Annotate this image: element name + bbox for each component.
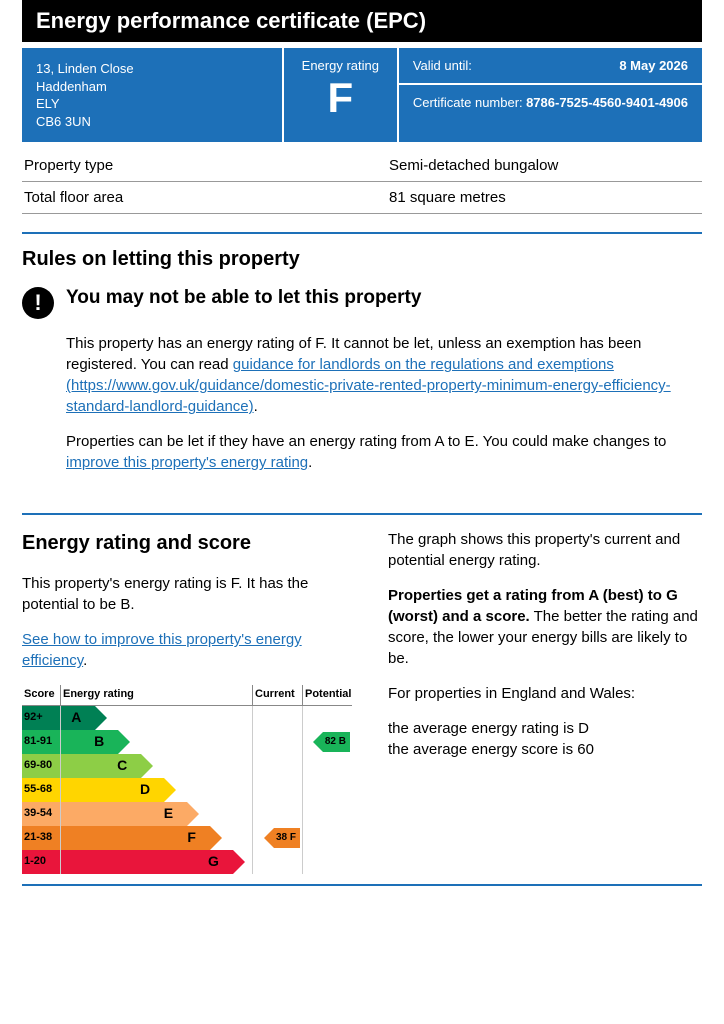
right-column: The graph shows this property's current … bbox=[388, 529, 702, 873]
section-divider bbox=[22, 884, 702, 886]
col-potential: Potential bbox=[302, 685, 352, 704]
band-current-cell bbox=[252, 802, 302, 826]
chart-body: 92+A81-91B82 B69-80C55-68D39-54E21-38F38… bbox=[22, 706, 352, 874]
chart-band-row: 39-54E bbox=[22, 802, 352, 826]
band-range: 69-80 bbox=[22, 754, 60, 778]
band-potential-cell bbox=[302, 778, 352, 802]
band-bar: E bbox=[61, 802, 187, 826]
certificate-row: Certificate number: 8786-7525-4560-9401-… bbox=[399, 83, 702, 120]
band-current-cell bbox=[252, 706, 302, 730]
potential-marker: 82 B bbox=[323, 732, 350, 752]
title-bar: Energy performance certificate (EPC) bbox=[22, 0, 702, 42]
band-potential-cell bbox=[302, 850, 352, 874]
band-bar-cell: G bbox=[60, 850, 252, 874]
section-divider bbox=[22, 513, 702, 515]
chart-band-row: 69-80C bbox=[22, 754, 352, 778]
band-bar: C bbox=[61, 754, 141, 778]
band-current-cell bbox=[252, 778, 302, 802]
rating-explain-text: Properties get a rating from A (best) to… bbox=[388, 585, 702, 669]
band-bar-cell: F bbox=[60, 826, 252, 850]
energy-rating-section: Energy rating and score This property's … bbox=[22, 529, 702, 873]
valid-until-label: Valid until: bbox=[413, 58, 620, 73]
energy-rating-label: Energy rating bbox=[292, 58, 389, 73]
valid-until-row: Valid until: 8 May 2026 bbox=[399, 48, 702, 83]
property-facts: Property type Semi-detached bungalow Tot… bbox=[22, 150, 702, 214]
band-bar: B bbox=[61, 730, 118, 754]
band-potential-cell bbox=[302, 826, 352, 850]
chart-band-row: 55-68D bbox=[22, 778, 352, 802]
band-range: 39-54 bbox=[22, 802, 60, 826]
chart-band-row: 92+A bbox=[22, 706, 352, 730]
col-current: Current bbox=[252, 685, 302, 704]
band-bar-cell: C bbox=[60, 754, 252, 778]
energy-rating-cell: Energy rating F bbox=[284, 48, 399, 142]
address-line: Haddenham bbox=[36, 78, 268, 96]
band-range: 81-91 bbox=[22, 730, 60, 754]
band-potential-cell: 82 B bbox=[302, 730, 352, 754]
section-divider bbox=[22, 232, 702, 234]
band-bar: A bbox=[61, 706, 95, 730]
band-current-cell bbox=[252, 754, 302, 778]
band-range: 92+ bbox=[22, 706, 60, 730]
col-score: Score bbox=[22, 685, 60, 704]
left-column: Energy rating and score This property's … bbox=[22, 529, 352, 873]
band-range: 1-20 bbox=[22, 850, 60, 874]
warning-body: This property has an energy rating of F.… bbox=[66, 333, 702, 473]
band-bar-cell: B bbox=[60, 730, 252, 754]
improve-efficiency-link[interactable]: See how to improve this property's energ… bbox=[22, 631, 302, 669]
improve-rating-link[interactable]: improve this property's energy rating bbox=[66, 454, 308, 471]
header-meta: Valid until: 8 May 2026 Certificate numb… bbox=[399, 48, 702, 142]
header-summary: 13, Linden Close Haddenham ELY CB6 3UN E… bbox=[22, 48, 702, 142]
averages-text: the average energy rating is D the avera… bbox=[388, 718, 702, 760]
band-current-cell: 38 F bbox=[252, 826, 302, 850]
exclamation-icon: ! bbox=[22, 287, 54, 319]
band-bar: G bbox=[61, 850, 233, 874]
chart-band-row: 1-20G bbox=[22, 850, 352, 874]
certificate-label: Certificate number: bbox=[413, 95, 526, 110]
valid-until-value: 8 May 2026 bbox=[619, 58, 688, 73]
chart-header: Score Energy rating Current Potential bbox=[22, 685, 352, 705]
band-potential-cell bbox=[302, 706, 352, 730]
fact-key: Property type bbox=[24, 157, 389, 174]
warning-paragraph: This property has an energy rating of F.… bbox=[66, 333, 702, 417]
band-range: 21-38 bbox=[22, 826, 60, 850]
fact-row: Total floor area 81 square metres bbox=[22, 182, 702, 214]
band-current-cell bbox=[252, 730, 302, 754]
band-range: 55-68 bbox=[22, 778, 60, 802]
fact-row: Property type Semi-detached bungalow bbox=[22, 150, 702, 182]
energy-rating-letter: F bbox=[292, 77, 389, 119]
fact-key: Total floor area bbox=[24, 189, 389, 206]
graph-intro-text: The graph shows this property's current … bbox=[388, 529, 702, 571]
rules-heading: Rules on letting this property bbox=[22, 248, 702, 271]
warning-block: ! You may not be able to let this proper… bbox=[22, 287, 702, 319]
fact-value: 81 square metres bbox=[389, 189, 506, 206]
region-text: For properties in England and Wales: bbox=[388, 683, 702, 704]
address-line: 13, Linden Close bbox=[36, 60, 268, 78]
current-marker: 38 F bbox=[274, 828, 300, 848]
fact-value: Semi-detached bungalow bbox=[389, 157, 558, 174]
address-line: ELY bbox=[36, 95, 268, 113]
band-bar-cell: A bbox=[60, 706, 252, 730]
address-cell: 13, Linden Close Haddenham ELY CB6 3UN bbox=[22, 48, 284, 142]
col-rating: Energy rating bbox=[60, 685, 252, 704]
band-potential-cell bbox=[302, 754, 352, 778]
page-title: Energy performance certificate (EPC) bbox=[36, 8, 688, 34]
warning-heading: You may not be able to let this property bbox=[66, 287, 421, 309]
energy-rating-heading: Energy rating and score bbox=[22, 529, 352, 557]
band-current-cell bbox=[252, 850, 302, 874]
band-potential-cell bbox=[302, 802, 352, 826]
rating-summary-text: This property's energy rating is F. It h… bbox=[22, 573, 352, 615]
chart-band-row: 81-91B 82 B bbox=[22, 730, 352, 754]
address-line: CB6 3UN bbox=[36, 113, 268, 131]
band-bar-cell: E bbox=[60, 802, 252, 826]
chart-band-row: 21-38F 38 F bbox=[22, 826, 352, 850]
warning-paragraph: Properties can be let if they have an en… bbox=[66, 431, 702, 473]
band-bar: D bbox=[61, 778, 164, 802]
band-bar: F bbox=[61, 826, 210, 850]
band-bar-cell: D bbox=[60, 778, 252, 802]
certificate-value: 8786-7525-4560-9401-4906 bbox=[526, 95, 688, 110]
energy-rating-chart: Score Energy rating Current Potential 92… bbox=[22, 685, 352, 873]
